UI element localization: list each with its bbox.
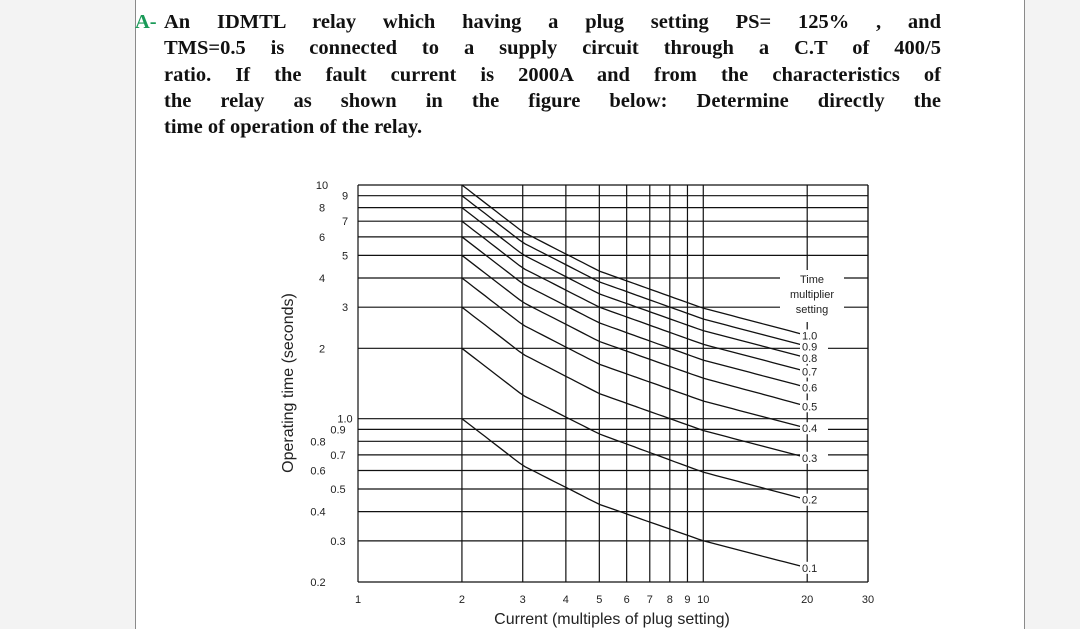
curve-label-0.7: 0.7	[802, 367, 817, 379]
y-tick-label: 0.7	[330, 450, 345, 462]
curve-tms-0.5	[461, 254, 808, 407]
y-tick-label: 7	[342, 216, 348, 228]
curve-label-0.3: 0.3	[802, 453, 817, 465]
curve-label-bg	[800, 561, 828, 574]
y-tick-label: 8	[319, 203, 325, 215]
curve-label-bg	[800, 422, 828, 435]
problem-statement: A- An IDMTL relay which having a plug se…	[135, 9, 941, 140]
x-tick-label: 8	[667, 594, 673, 606]
curve-label-0.9: 0.9	[802, 341, 817, 353]
problem-line-1: An IDMTL relay which having a plug setti…	[164, 11, 941, 33]
curve-tms-0.6	[461, 236, 808, 389]
x-tick-label: 5	[596, 594, 602, 606]
y-axis-title: Operating time (seconds)	[280, 293, 297, 473]
x-tick-label: 1	[355, 594, 361, 606]
y-tick-label: 1.0	[337, 414, 352, 426]
x-tick-label: 6	[624, 594, 630, 606]
legend-title-line-2: multiplier	[790, 289, 834, 301]
y-tick-label: 6	[319, 232, 325, 244]
problem-line-5: time of operation of the relay.	[164, 116, 423, 139]
curve-tms-1.0	[461, 184, 808, 337]
legend-title-line-1: Time	[800, 274, 824, 286]
chart-curves: 1.00.90.8 0.7 0.6 0.5 0.4 0.3 0.2 0.1	[461, 184, 828, 575]
curve-label-bg	[800, 351, 828, 364]
curve-label-bg	[800, 381, 828, 394]
y-tick-label: 9	[342, 191, 348, 203]
problem-line-4: the relay as shown in the figure below: …	[164, 89, 941, 112]
curve-label-0.1: 0.1	[802, 563, 817, 575]
y-tick-label: 2	[319, 343, 325, 355]
curve-tms-0.2	[461, 347, 808, 501]
curve-label-bg	[800, 451, 828, 464]
y-tick-label: 0.4	[310, 507, 325, 519]
problem-line-2: TMS=0.5 is connected to a supply circuit…	[164, 37, 941, 60]
curve-label-0.5: 0.5	[802, 401, 817, 413]
y-tick-label: 0.9	[330, 424, 345, 436]
curve-label-bg	[800, 340, 828, 353]
y-tick-label: 4	[319, 273, 325, 285]
x-tick-label: 20	[801, 594, 813, 606]
curve-tms-0.1	[461, 418, 808, 569]
curve-tms-0.3	[461, 306, 808, 459]
y-tick-label: 5	[342, 250, 348, 262]
x-tick-label: 7	[647, 594, 653, 606]
x-tick-label: 4	[563, 594, 569, 606]
chart-legend: Time multiplier setting	[780, 270, 844, 322]
problem-line-3: ratio. If the fault current is 2000A and…	[164, 63, 941, 86]
document-page	[135, 0, 1025, 629]
curve-label-0.2: 0.2	[802, 495, 817, 507]
x-tick-label: 3	[520, 594, 526, 606]
curve-tms-0.8	[461, 207, 808, 359]
x-tick-label: 10	[697, 594, 709, 606]
x-tick-label: 9	[684, 594, 690, 606]
y-tick-label: 0.2	[310, 577, 325, 589]
problem-label: A-	[135, 11, 157, 33]
legend-title-line-3: setting	[796, 304, 828, 316]
curve-label-0.4: 0.4	[802, 423, 817, 435]
y-tick-label: 3	[342, 302, 348, 314]
legend-title-box	[780, 270, 844, 322]
y-tick-label: 0.3	[330, 536, 345, 548]
x-tick-label: 30	[862, 594, 874, 606]
chart-grid	[357, 184, 869, 583]
curve-tms-0.9	[461, 195, 808, 347]
y-tick-label: 0.8	[310, 436, 325, 448]
curve-label-bg	[800, 329, 828, 342]
curve-label-bg	[800, 493, 828, 506]
y-tick-label: 10	[316, 180, 328, 192]
curve-label-0.8: 0.8	[802, 353, 817, 365]
x-axis-title: Current (multiples of plug setting)	[494, 611, 730, 628]
curve-label-bg	[800, 400, 828, 413]
curve-label-bg	[800, 365, 828, 378]
curve-tms-0.7	[461, 220, 808, 373]
curve-label-0.6: 0.6	[802, 382, 817, 394]
x-tick-label: 2	[459, 594, 465, 606]
curve-label-1.0: 1.0	[802, 330, 817, 342]
y-tick-label: 0.5	[330, 484, 345, 496]
curve-tms-0.4	[461, 277, 808, 429]
y-tick-label: 0.6	[310, 466, 325, 478]
